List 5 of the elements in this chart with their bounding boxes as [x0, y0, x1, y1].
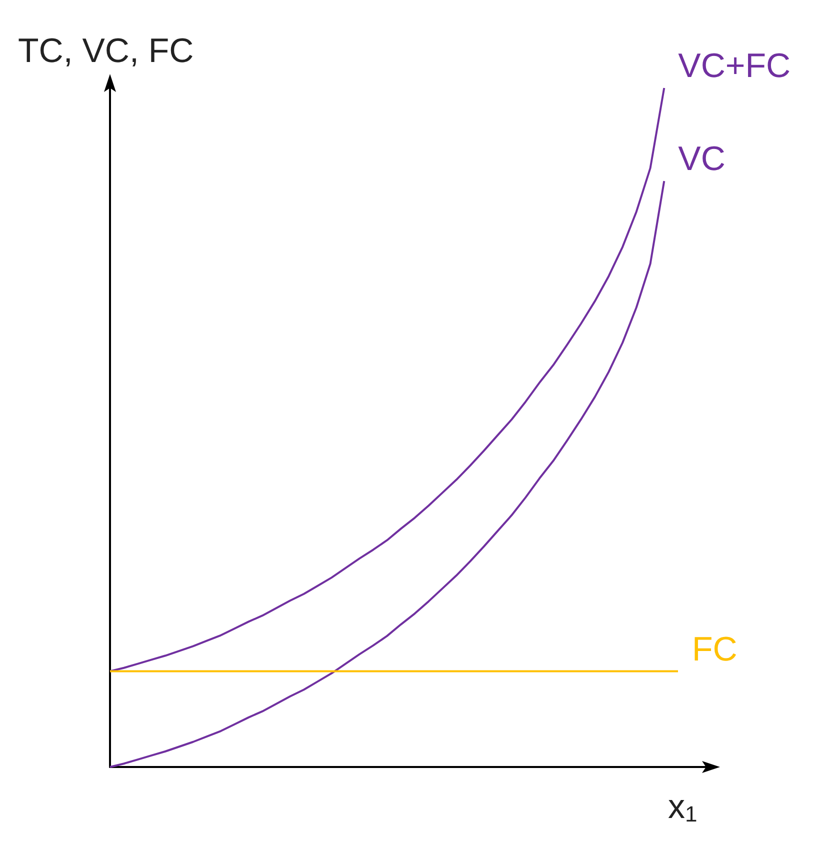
series-label: VC	[678, 140, 726, 178]
series-label: VC+FC	[678, 47, 791, 85]
series-label: FC	[692, 630, 738, 668]
y-axis-title: TC, VC, FC	[18, 32, 194, 70]
x-axis-title: x1	[668, 788, 698, 826]
